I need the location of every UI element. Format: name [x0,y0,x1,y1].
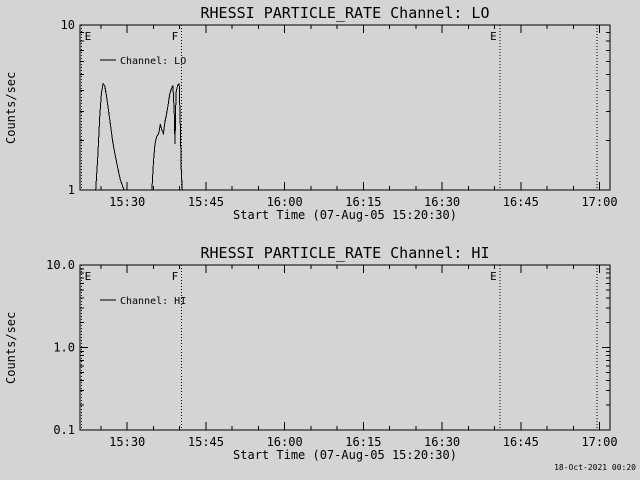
svg-text:15:30: 15:30 [109,435,145,449]
svg-text:16:00: 16:00 [267,435,303,449]
svg-text:1: 1 [68,183,75,197]
lo-chart-title: RHESSI PARTICLE_RATE Channel: LO [200,4,490,22]
svg-text:0.1: 0.1 [53,423,75,437]
svg-text:16:15: 16:15 [345,435,381,449]
hi-chart-title: RHESSI PARTICLE_RATE Channel: HI [200,244,490,262]
svg-text:16:45: 16:45 [503,195,539,209]
hi-x-axis-label: Start Time (07-Aug-05 15:20:30) [233,448,457,462]
svg-text:10: 10 [61,18,75,32]
creation-timestamp: 18-Oct-2021 00:20 [554,463,636,472]
svg-text:17:00: 17:00 [581,435,617,449]
svg-text:15:30: 15:30 [109,195,145,209]
svg-text:17:00: 17:00 [581,195,617,209]
svg-text:F: F [172,30,179,43]
svg-text:Channel: LO: Channel: LO [120,56,186,67]
svg-text:10.0: 10.0 [46,258,75,272]
svg-text:E: E [85,30,92,43]
svg-text:1.0: 1.0 [53,341,75,355]
svg-text:16:30: 16:30 [424,435,460,449]
svg-text:E: E [490,30,497,43]
svg-text:15:45: 15:45 [188,195,224,209]
svg-text:16:15: 16:15 [345,195,381,209]
svg-text:F: F [172,270,179,283]
svg-text:Channel: HI: Channel: HI [120,296,186,307]
svg-text:16:30: 16:30 [424,195,460,209]
svg-text:16:00: 16:00 [267,195,303,209]
hi-chart-canvas: 15:30 15:45 16:00 16:15 16:30 16:45 17:00 0.1 1.… [46,258,617,449]
lo-chart-canvas: 15:30 15:45 16:00 16:15 16:30 16:45 17:00 1 10 E F… [61,18,618,209]
svg-text:E: E [85,270,92,283]
svg-text:15:45: 15:45 [188,435,224,449]
svg-text:16:45: 16:45 [503,435,539,449]
svg-text:E: E [490,270,497,283]
lo-x-axis-label: Start Time (07-Aug-05 15:20:30) [233,208,457,222]
